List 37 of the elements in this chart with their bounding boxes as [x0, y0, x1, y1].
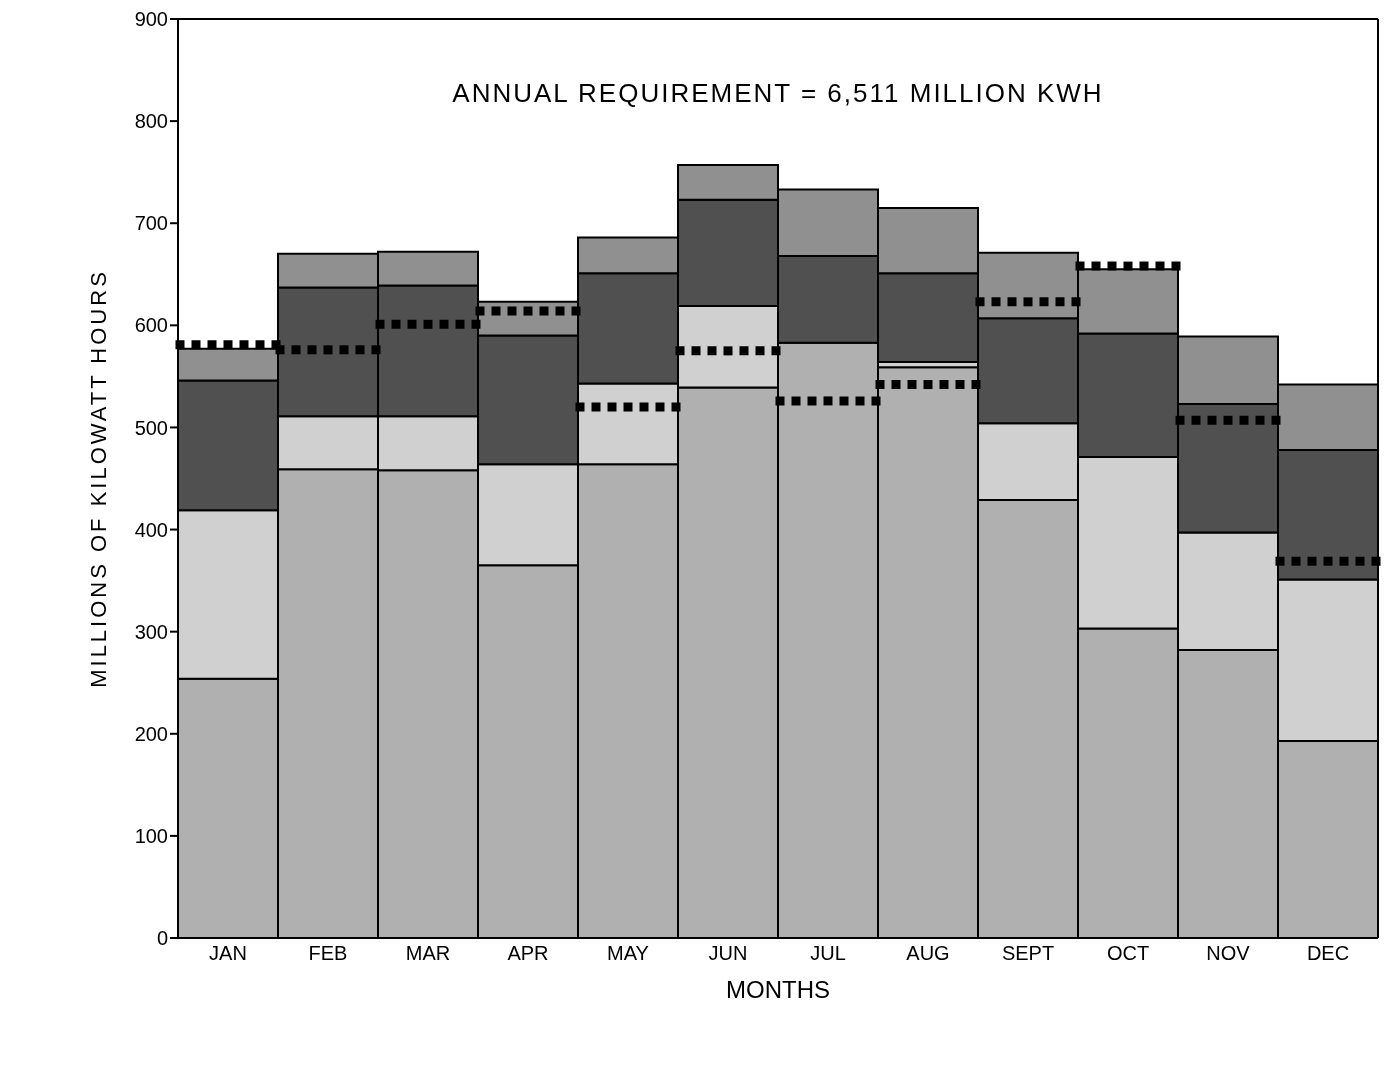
- point: [623, 402, 633, 412]
- point: [923, 380, 933, 390]
- x-tick-label: JAN: [209, 942, 247, 965]
- point: [523, 306, 533, 316]
- y-tick-label: 800: [134, 110, 168, 133]
- point: [723, 346, 733, 356]
- x-tick-label: MAR: [405, 942, 451, 965]
- x-axis-title: MONTHS: [726, 976, 830, 1003]
- y-tick-label: 500: [134, 416, 168, 439]
- point: [1123, 261, 1133, 271]
- y-tick-label: 0: [156, 927, 168, 950]
- point: [1223, 415, 1233, 425]
- point: [223, 340, 233, 350]
- x-tick-label: JUL: [810, 942, 846, 965]
- y-tick-label: 400: [134, 518, 168, 541]
- y-tick-label: 900: [134, 8, 168, 31]
- y-tick-label: 100: [134, 824, 168, 847]
- x-tick-label: APR: [507, 942, 549, 965]
- x-tick-label: SEPT: [1001, 942, 1055, 965]
- point: [423, 319, 433, 329]
- point: [1323, 556, 1333, 566]
- x-tick-label: JUN: [708, 942, 748, 965]
- x-tick-label: AUG: [906, 942, 950, 965]
- y-tick-label: 600: [134, 314, 168, 337]
- x-tick-label: OCT: [1106, 942, 1150, 965]
- point: [323, 345, 333, 355]
- annotation: ANNUAL REQUIREMENT = 6,511 MILLION KWH: [451, 78, 1105, 109]
- x-tick-label: DEC: [1306, 942, 1350, 965]
- x-tick-label: NOV: [1206, 942, 1251, 965]
- y-tick-label: 200: [134, 722, 168, 745]
- x-tick-label: FEB: [308, 942, 348, 965]
- y-tick-label: 300: [134, 620, 168, 643]
- x-tick-label: MAY: [607, 942, 649, 965]
- y-tick-label: 700: [134, 212, 168, 235]
- point: [1023, 297, 1033, 307]
- point: [823, 396, 833, 406]
- y-axis-title: MILLIONS OF KILOWATT HOURS: [85, 269, 111, 688]
